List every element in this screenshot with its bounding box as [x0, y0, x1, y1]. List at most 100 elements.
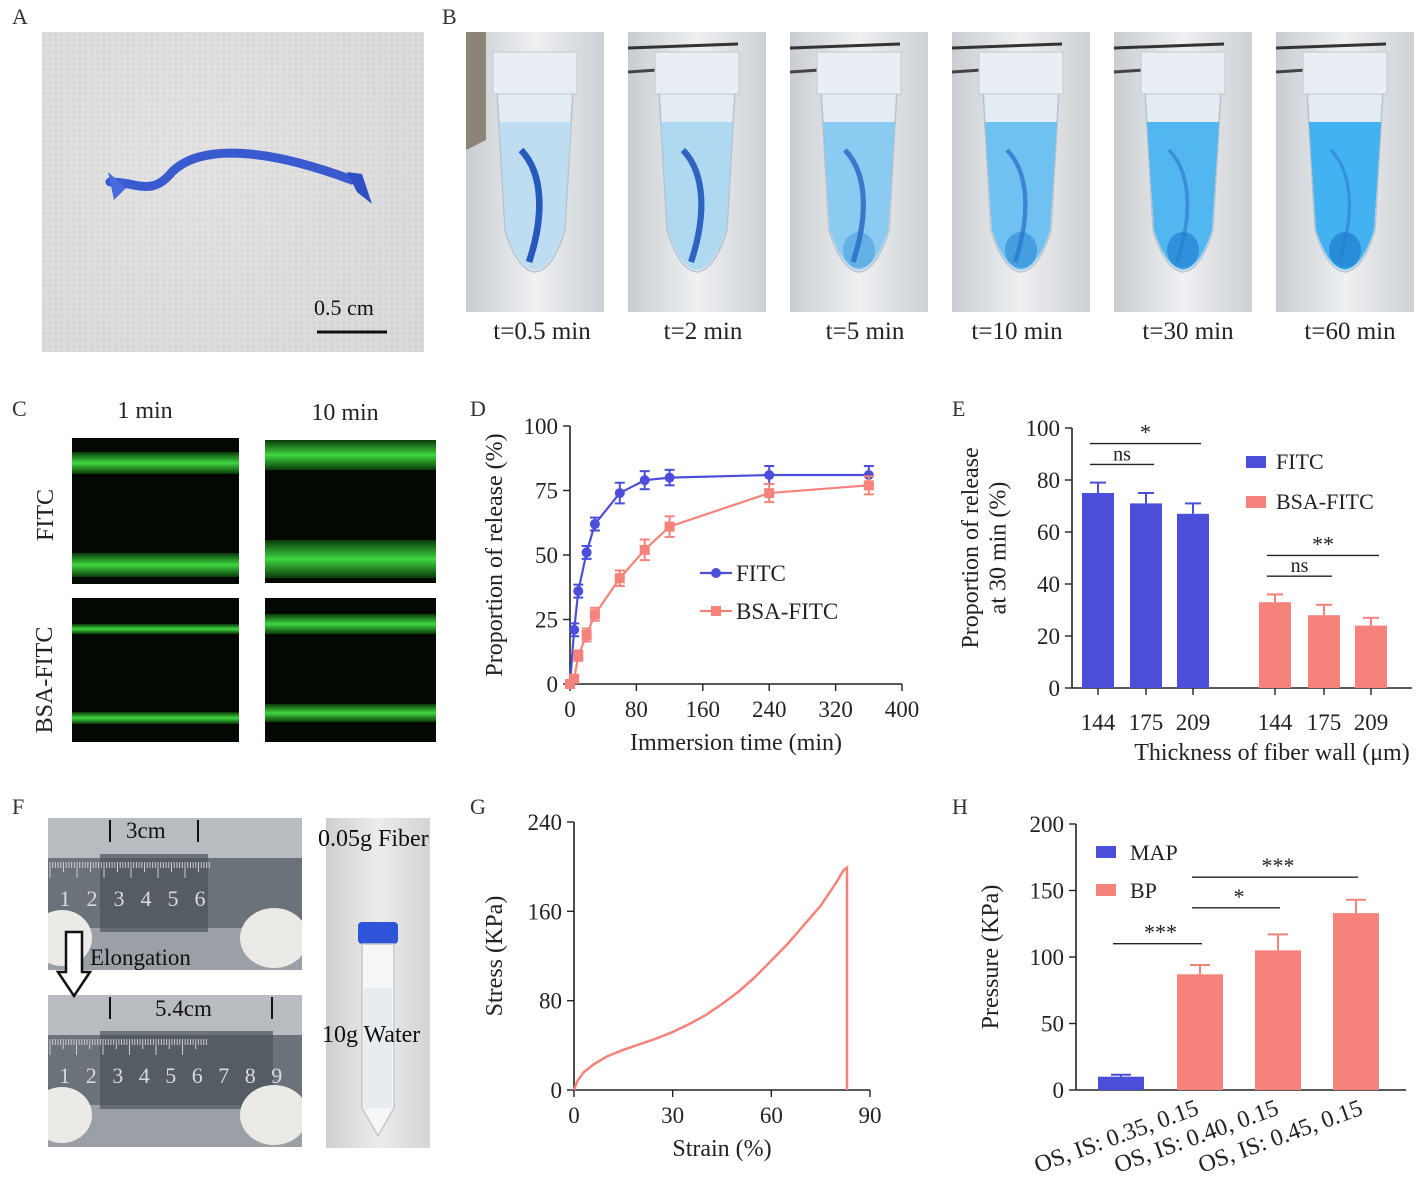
- significance-bracket: ***: [1192, 853, 1358, 878]
- y-tick-label: 100: [524, 414, 559, 439]
- bar-bp: [1333, 898, 1379, 1090]
- fluorescence-images: [72, 438, 436, 742]
- down-arrow-icon: [55, 930, 93, 999]
- x-tick-label: 60: [760, 1103, 783, 1128]
- vial-photo: [326, 818, 430, 1148]
- y-axis-label: Proportion of release (%): [482, 433, 508, 676]
- fiber-photo: 0.5 cm: [42, 32, 424, 352]
- y-tick-label: 0: [547, 672, 559, 697]
- legend-bsa-fitc: BSA-FITC: [700, 599, 838, 624]
- time-label-4: t=10 min: [971, 318, 1063, 345]
- water-mass-label: 10g Water: [322, 1022, 421, 1048]
- bar: [1082, 493, 1114, 688]
- stress-strain-curve: [572, 865, 849, 1091]
- legend-label: BP: [1130, 878, 1157, 903]
- svg-text:6: 6: [194, 886, 205, 911]
- col-label-1min: 1 min: [117, 398, 173, 424]
- bar: [1308, 615, 1340, 688]
- significance-bracket: *: [1192, 884, 1280, 909]
- data-point: [664, 521, 675, 532]
- significance-bracket: **: [1267, 531, 1379, 556]
- length-5-4cm: 5.4cm: [155, 996, 212, 1021]
- legend-swatch: [1246, 496, 1266, 508]
- svg-text:*: *: [1140, 420, 1151, 445]
- panel-label-d: D: [470, 396, 486, 421]
- y-tick-label: 80: [1037, 468, 1060, 493]
- y-tick-label: 50: [1041, 1012, 1064, 1037]
- y-tick-label: 200: [1030, 812, 1065, 837]
- x-tick-label: 30: [661, 1103, 684, 1128]
- y-axis-label: Proportion of releaseat 30 min (%): [958, 447, 1012, 648]
- series-line: [568, 473, 869, 685]
- data-point: [863, 480, 874, 491]
- svg-text:**: **: [1312, 531, 1334, 556]
- legend-label: MAP: [1130, 840, 1178, 865]
- svg-text:1: 1: [59, 1063, 70, 1088]
- significance-bracket: *: [1090, 420, 1201, 445]
- data-point: [639, 475, 650, 486]
- data-point: [764, 470, 775, 481]
- svg-text:7: 7: [218, 1063, 229, 1088]
- svg-text:ns: ns: [1291, 555, 1309, 577]
- x-tick-label: 320: [818, 697, 853, 722]
- svg-text:3: 3: [112, 1063, 123, 1088]
- bar-bp: [1177, 963, 1223, 1090]
- bar: [1259, 602, 1291, 688]
- x-tick-label: 175: [1307, 710, 1342, 735]
- significance-bracket: ***: [1113, 920, 1202, 945]
- data-point: [581, 547, 592, 558]
- svg-text:FITC: FITC: [736, 561, 786, 586]
- x-tick-label: 160: [686, 697, 721, 722]
- y-tick-label: 0: [1049, 676, 1061, 701]
- x-tick-label: 400: [885, 697, 920, 722]
- x-tick-label: 0: [568, 1103, 580, 1128]
- svg-text:3: 3: [113, 886, 124, 911]
- bars-bsa-fitc: [1259, 593, 1387, 688]
- svg-text:9: 9: [271, 1063, 282, 1088]
- series-line: [569, 484, 869, 685]
- data-point: [764, 488, 775, 499]
- y-tick-label: 240: [528, 810, 563, 835]
- col-label-10min: 10 min: [311, 400, 379, 426]
- data-point: [569, 673, 580, 684]
- fiber-drawing: [42, 32, 424, 352]
- bar: [1177, 513, 1209, 688]
- data-point: [589, 609, 600, 620]
- x-tick-label: 240: [752, 697, 787, 722]
- svg-text:4: 4: [140, 886, 151, 911]
- time-label-5: t=30 min: [1142, 318, 1234, 345]
- y-tick-label: 40: [1037, 572, 1060, 597]
- x-tick-label: 209: [1176, 710, 1211, 735]
- tube-photo-1: [466, 32, 604, 312]
- data-point: [614, 573, 625, 584]
- y-axis-label: Pressure (KPa): [978, 885, 1004, 1030]
- tube-photo-4: [951, 32, 1090, 312]
- bar-map: [1098, 1073, 1144, 1090]
- data-point: [581, 629, 592, 640]
- data-point: [573, 650, 584, 661]
- y-tick-label: 100: [1026, 416, 1061, 441]
- time-label-3: t=5 min: [825, 318, 905, 345]
- scale-bar-label: 0.5 cm: [314, 295, 374, 320]
- data-point: [589, 519, 600, 530]
- x-axis-label: Immersion time (min): [630, 730, 842, 756]
- data-point: [565, 679, 575, 689]
- y-tick-label: 60: [1037, 520, 1060, 545]
- svg-text:5: 5: [167, 886, 178, 911]
- panel-label-g: G: [470, 794, 486, 819]
- length-3cm: 3cm: [126, 818, 166, 843]
- y-tick-label: 0: [551, 1078, 563, 1103]
- time-label-6: t=60 min: [1304, 318, 1396, 345]
- svg-text:2: 2: [86, 886, 97, 911]
- svg-text:*: *: [1234, 884, 1245, 909]
- x-tick-label: 0: [564, 697, 576, 722]
- x-axis-label: Strain (%): [672, 1136, 771, 1162]
- y-tick-label: 25: [535, 608, 558, 633]
- tube-photo-3: [789, 32, 928, 312]
- y-tick-label: 0: [1053, 1078, 1065, 1103]
- svg-text:***: ***: [1144, 920, 1177, 945]
- bar: [1355, 625, 1387, 688]
- legend-swatch: [1096, 884, 1116, 896]
- x-axis-label: Thickness of fiber wall (μm): [1134, 740, 1409, 766]
